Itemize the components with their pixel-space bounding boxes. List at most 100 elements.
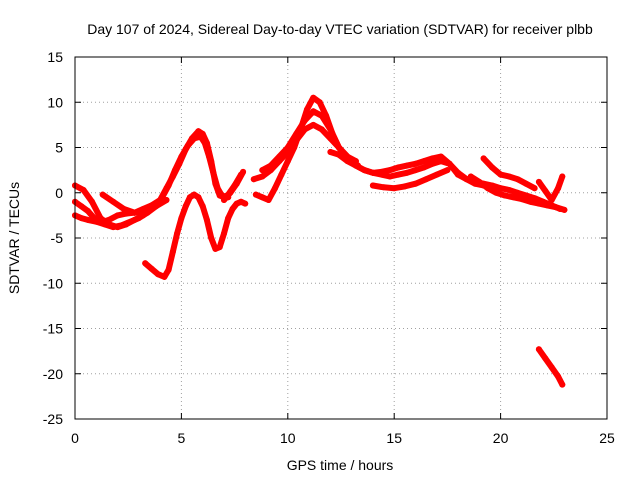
x-tick-label: 15 <box>386 430 402 446</box>
data-point <box>412 167 419 174</box>
data-point <box>216 244 223 251</box>
data-point <box>361 167 368 174</box>
data-point <box>197 133 204 140</box>
data-point <box>318 112 325 119</box>
data-point <box>184 142 191 149</box>
data-point <box>93 218 100 225</box>
data-point <box>535 200 542 207</box>
data-point <box>493 189 500 196</box>
series-track-5 <box>142 191 249 280</box>
data-point <box>272 185 278 192</box>
data-point <box>310 94 317 101</box>
data-point <box>510 194 517 201</box>
data-point <box>378 168 385 175</box>
data-point <box>480 155 487 162</box>
data-point <box>514 176 521 183</box>
data-point <box>165 266 172 273</box>
data-point <box>404 169 410 176</box>
data-point <box>423 176 430 183</box>
series-layer <box>72 94 568 388</box>
data-point <box>446 160 453 167</box>
data-point <box>161 273 168 280</box>
data-point <box>120 206 127 212</box>
series-track-9 <box>250 121 359 183</box>
data-point <box>242 200 249 207</box>
y-tick-label: 15 <box>47 49 63 65</box>
data-point <box>259 194 266 201</box>
y-tick-label: -25 <box>43 411 63 427</box>
data-point <box>199 203 206 210</box>
data-point <box>259 167 266 174</box>
data-point <box>214 185 221 192</box>
x-axis-label: GPS time / hours <box>287 457 394 473</box>
y-tick-label: -5 <box>51 230 64 246</box>
data-point <box>123 221 130 228</box>
data-point <box>225 215 232 222</box>
series-track-4 <box>99 191 170 216</box>
data-point <box>208 235 215 241</box>
data-point <box>542 355 549 362</box>
data-point <box>210 169 217 176</box>
data-point <box>535 346 542 353</box>
data-point <box>421 164 427 171</box>
data-point <box>380 184 387 191</box>
x-tick-label: 5 <box>178 430 186 446</box>
data-point <box>386 167 393 174</box>
data-point <box>429 160 436 167</box>
x-tick-label: 25 <box>599 430 615 446</box>
data-point <box>172 167 178 174</box>
data-point <box>259 173 266 180</box>
data-point <box>148 265 155 272</box>
data-point <box>327 149 334 155</box>
data-point <box>506 173 513 180</box>
series-line <box>221 168 247 203</box>
data-point <box>497 171 504 178</box>
data-point <box>174 230 181 237</box>
data-point <box>110 198 117 205</box>
data-point <box>142 207 149 214</box>
y-tick-label: -10 <box>43 275 63 291</box>
data-point <box>316 99 323 106</box>
data-point <box>233 180 240 187</box>
x-tick-label: 0 <box>71 430 79 446</box>
data-point <box>335 144 342 151</box>
data-point <box>489 164 496 171</box>
data-point <box>178 215 185 222</box>
series-track-12 <box>467 173 568 213</box>
data-point <box>552 204 559 211</box>
data-point <box>155 271 161 278</box>
data-point <box>544 202 551 209</box>
data-point <box>142 260 149 267</box>
data-point <box>152 203 159 210</box>
data-point <box>206 153 213 160</box>
y-tick-label: -20 <box>43 366 63 382</box>
data-point <box>186 194 193 201</box>
data-point <box>99 191 106 198</box>
data-point <box>386 173 393 180</box>
y-tick-label: -15 <box>43 321 63 337</box>
data-point <box>412 160 419 167</box>
data-point <box>518 196 525 203</box>
data-point <box>182 203 189 210</box>
series-track-11 <box>369 167 451 192</box>
data-point <box>89 198 95 205</box>
data-point <box>203 216 210 223</box>
data-point <box>78 215 85 222</box>
data-point <box>227 189 234 196</box>
data-point <box>327 135 334 142</box>
data-point <box>265 197 272 203</box>
data-point <box>555 373 562 380</box>
data-point <box>523 180 530 187</box>
data-point <box>114 212 121 219</box>
data-point <box>252 191 259 198</box>
data-point <box>369 182 376 189</box>
data-point <box>433 171 440 178</box>
data-point <box>555 185 562 192</box>
x-tick-label: 10 <box>280 430 296 446</box>
data-point <box>395 164 402 171</box>
data-point <box>250 176 257 183</box>
data-point <box>201 140 208 146</box>
data-point <box>106 221 112 228</box>
data-point <box>335 151 342 158</box>
